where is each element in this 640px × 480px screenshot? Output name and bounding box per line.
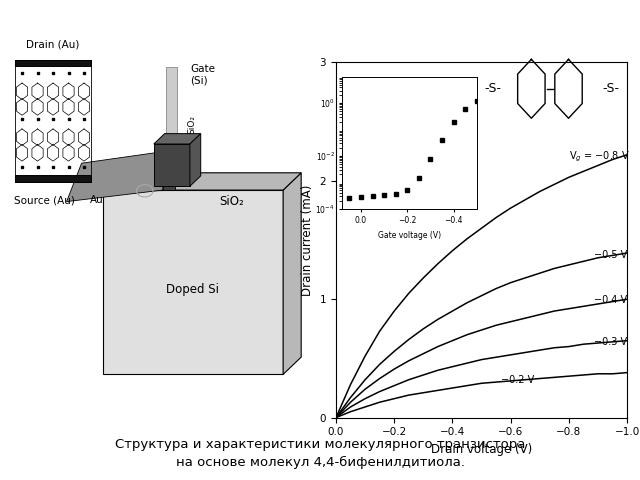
X-axis label: Drain voltage (V): Drain voltage (V): [431, 443, 532, 456]
Polygon shape: [15, 60, 91, 66]
Text: −0.5 V: −0.5 V: [594, 251, 627, 260]
Polygon shape: [190, 133, 201, 186]
Polygon shape: [163, 173, 181, 190]
Text: V$_g$ = −0.8 V: V$_g$ = −0.8 V: [569, 150, 630, 164]
Polygon shape: [154, 144, 190, 186]
Text: Drain (Au): Drain (Au): [26, 40, 80, 50]
Text: −0.2 V: −0.2 V: [500, 375, 534, 384]
Text: SiO₂: SiO₂: [220, 195, 244, 208]
Polygon shape: [166, 67, 177, 142]
Text: −0.4 V: −0.4 V: [594, 295, 627, 305]
Polygon shape: [15, 176, 91, 182]
Text: −0.3 V: −0.3 V: [594, 337, 627, 347]
Polygon shape: [154, 133, 201, 144]
Polygon shape: [163, 152, 175, 190]
Text: Структура и характеристики молекулярного транзистора
на основе молекул 4,4-бифен: Структура и характеристики молекулярного…: [115, 438, 525, 469]
Polygon shape: [102, 173, 301, 190]
Text: -S-: -S-: [484, 82, 501, 96]
Polygon shape: [102, 179, 157, 190]
Text: SiO₂: SiO₂: [187, 115, 196, 134]
Polygon shape: [283, 173, 301, 374]
Bar: [15, 60, 91, 182]
Text: -S-: -S-: [603, 82, 620, 96]
Polygon shape: [102, 161, 175, 179]
Polygon shape: [102, 190, 283, 374]
Polygon shape: [102, 173, 181, 190]
Text: Doped Si: Doped Si: [166, 283, 220, 297]
Text: Source (Au): Source (Au): [14, 196, 75, 206]
Y-axis label: Drain current (mA): Drain current (mA): [301, 184, 314, 296]
X-axis label: Gate voltage (V): Gate voltage (V): [378, 231, 441, 240]
Text: Gate
(Si): Gate (Si): [190, 64, 215, 85]
Polygon shape: [67, 152, 163, 202]
Text: Au: Au: [90, 195, 104, 204]
